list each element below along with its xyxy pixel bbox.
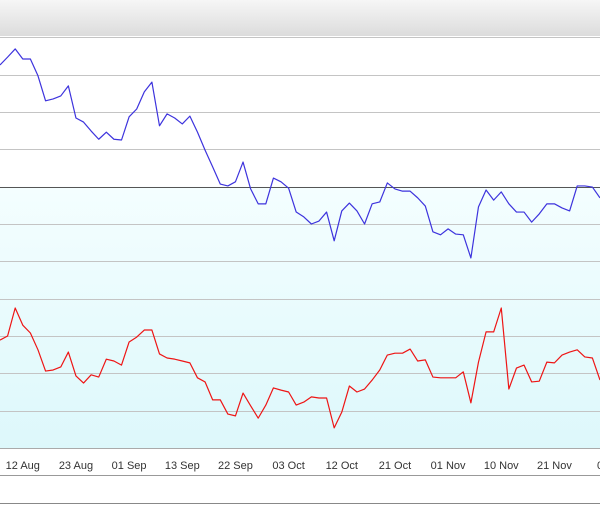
x-tick-label: 01 Nov [431,460,466,472]
x-tick-label: 0 [597,460,600,472]
x-tick-label: 12 Aug [6,460,40,472]
x-tick-label: 13 Sep [165,460,200,472]
x-tick-label: 10 Nov [484,460,519,472]
x-tick-label: 01 Sep [112,460,147,472]
x-tick-label: 22 Sep [218,460,253,472]
plot-area: 12 Aug 23 Aug 01 Sep 13 Sep 22 Sep 03 Oct 12 O… [0,37,600,472]
x-tick-label: 21 Nov [537,460,572,472]
x-tick-label: 21 Oct [379,460,411,472]
series-line [0,48,600,259]
x-tick-label: 23 Aug [59,460,93,472]
x-tick-label: 03 Oct [272,460,304,472]
lower-band [0,186,600,448]
series-line [0,307,600,429]
x-tick-label: 12 Oct [326,460,358,472]
header-bar [0,0,600,36]
